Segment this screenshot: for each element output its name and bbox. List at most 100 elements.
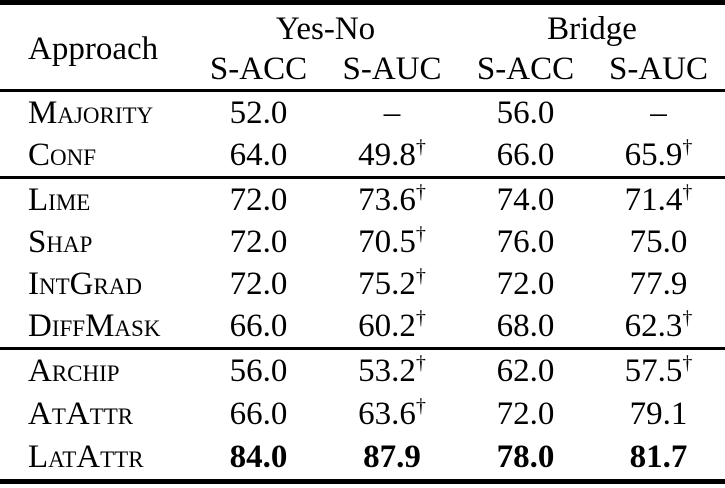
table-row: Majority 52.0 – 56.0 – <box>0 91 725 135</box>
table-header: Approach Yes-No Bridge S-ACC S-AUC S-ACC… <box>0 3 725 91</box>
group-header-row: Approach Yes-No Bridge <box>0 3 725 65</box>
table-row: LatAttr 84.0 87.9 78.0 81.7 <box>0 436 725 482</box>
metric-value: 76.0 <box>496 223 555 260</box>
metric-value: 70.5 <box>358 223 416 260</box>
metric-value-cell: 81.7 <box>592 436 725 482</box>
metric-value: 87.9 <box>363 439 421 475</box>
metric-value: 66.0 <box>229 396 288 432</box>
metric-value-cell: 66.0 <box>459 134 592 178</box>
table-section-explainers: Lime 72.0 73.6† 74.0 71.4† Shap 72.0 70.5† 76.0 7… <box>0 177 725 349</box>
metric-value-cell: 75.2† <box>325 263 459 305</box>
metric-value-cell: 78.0 <box>459 436 592 482</box>
approach-name: Conf <box>28 136 97 173</box>
metric-value: 73.6 <box>358 181 416 218</box>
metric-value: 81.7 <box>629 439 688 475</box>
approach-column-header: Approach <box>28 30 159 67</box>
metric-value: 75.0 <box>629 223 688 260</box>
dagger-superscript: † <box>682 135 693 158</box>
metric-value-cell: – <box>592 91 725 135</box>
dagger-superscript: † <box>415 180 426 203</box>
metric-value: 62.0 <box>496 353 555 389</box>
metric-value: 64.0 <box>229 136 288 173</box>
metric-value: 52.0 <box>229 94 288 131</box>
metric-value-cell: 63.6† <box>325 393 459 436</box>
metric-value: 77.9 <box>629 265 688 302</box>
metric-value: – <box>650 94 667 131</box>
metric-value: 56.0 <box>229 353 288 389</box>
metric-value-cell: 66.0 <box>192 393 325 436</box>
metric-value-cell: 70.5† <box>325 221 459 263</box>
metric-value: 75.2 <box>358 265 416 302</box>
metric-value-cell: 75.0 <box>592 221 725 263</box>
table-row: DiffMask 66.0 60.2† 68.0 62.3† <box>0 305 725 349</box>
subheader-sacc-bridge: S-ACC <box>476 50 575 87</box>
dagger-superscript: † <box>415 395 426 417</box>
metric-value: 72.0 <box>229 181 288 218</box>
metric-value-cell: 56.0 <box>459 91 592 135</box>
metric-value: 74.0 <box>496 181 555 218</box>
table-section-attention: Archip 56.0 53.2† 62.0 57.5† AtAttr 66.0 63.6† 7… <box>0 348 725 482</box>
dagger-superscript: † <box>415 352 426 374</box>
group-header-yes-no: Yes-No <box>275 10 376 47</box>
metric-value-cell: 62.3† <box>592 305 725 349</box>
table-row: Conf 64.0 49.8† 66.0 65.9† <box>0 134 725 178</box>
metric-value: 72.0 <box>496 265 555 302</box>
metric-value-cell: 77.9 <box>592 263 725 305</box>
metric-value: 68.0 <box>496 307 555 344</box>
table-row: Lime 72.0 73.6† 74.0 71.4† <box>0 178 725 222</box>
group-header-bridge: Bridge <box>547 10 637 47</box>
approach-name: Archip <box>28 353 120 389</box>
metric-value: 72.0 <box>496 396 555 432</box>
metric-value: 79.1 <box>629 396 688 432</box>
metric-value-cell: 72.0 <box>192 178 325 222</box>
metric-value: 65.9 <box>624 136 683 173</box>
metric-value: 63.6 <box>358 396 416 432</box>
metric-value: 72.0 <box>229 223 288 260</box>
dagger-superscript: † <box>415 222 426 245</box>
metric-value-cell: 60.2† <box>325 305 459 349</box>
dagger-superscript: † <box>682 306 693 329</box>
approach-name: Lime <box>28 181 91 218</box>
metric-value-cell: 74.0 <box>459 178 592 222</box>
subheader-sauc-bridge: S-AUC <box>608 50 709 87</box>
metric-value: 49.8 <box>358 136 416 173</box>
metric-value-cell: 65.9† <box>592 134 725 178</box>
approach-name: IntGrad <box>28 265 143 302</box>
metric-value-cell: 52.0 <box>192 91 325 135</box>
metric-value: 71.4 <box>624 181 683 218</box>
metric-value: 66.0 <box>229 307 288 344</box>
table-row: IntGrad 72.0 75.2† 72.0 77.9 <box>0 263 725 305</box>
metric-value: 78.0 <box>496 439 555 475</box>
approach-name: AtAttr <box>28 396 134 432</box>
metric-value: 72.0 <box>229 265 288 302</box>
metric-value-cell: 64.0 <box>192 134 325 178</box>
metric-value: 84.0 <box>229 439 288 475</box>
table-section-baselines: Majority 52.0–56.0– Conf 64.0 49.8† 66.0 65.9† <box>0 91 725 178</box>
approach-name: DiffMask <box>28 307 161 344</box>
dagger-superscript: † <box>682 352 693 374</box>
approach-name: Shap <box>28 223 93 260</box>
metric-value: 57.5 <box>624 353 683 389</box>
subheader-sacc-yesno: S-ACC <box>209 50 308 87</box>
table-row: AtAttr 66.0 63.6† 72.0 79.1 <box>0 393 725 436</box>
metric-header-row: S-ACC S-AUC S-ACC S-AUC <box>0 49 725 91</box>
metric-value-cell: 72.0 <box>192 221 325 263</box>
metric-value-cell: 76.0 <box>459 221 592 263</box>
dagger-superscript: † <box>415 135 426 158</box>
dagger-superscript: † <box>682 180 693 203</box>
metric-value: 56.0 <box>496 94 555 131</box>
metric-value-cell: 72.0 <box>459 393 592 436</box>
metric-value: 60.2 <box>358 307 416 344</box>
metric-value-cell: 53.2† <box>325 349 459 394</box>
metric-value-cell: 72.0 <box>192 263 325 305</box>
approach-name: Majority <box>28 94 154 131</box>
metric-value: 53.2 <box>358 353 416 389</box>
metric-value: 66.0 <box>496 136 555 173</box>
table-row: Shap 72.0 70.5† 76.0 75.0 <box>0 221 725 263</box>
subheader-sauc-yesno: S-AUC <box>342 50 442 87</box>
dagger-superscript: † <box>415 264 426 287</box>
metric-value: – <box>383 94 401 131</box>
metric-value-cell: 57.5† <box>592 349 725 394</box>
